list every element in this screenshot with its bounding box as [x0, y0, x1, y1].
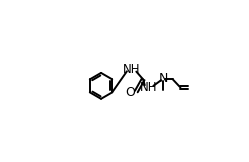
- Text: N: N: [158, 72, 168, 85]
- Text: NH: NH: [140, 81, 158, 94]
- Text: O: O: [125, 86, 135, 99]
- Text: NH: NH: [123, 63, 140, 76]
